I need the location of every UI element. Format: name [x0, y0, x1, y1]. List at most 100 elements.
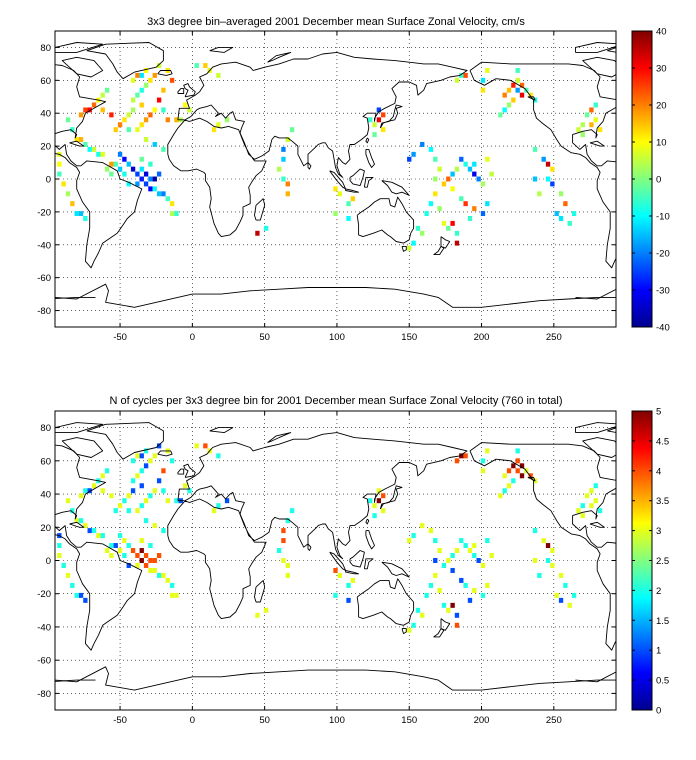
cycles-bin-cell [589, 488, 594, 494]
cycles-bin-cell [437, 587, 442, 593]
velocity-bin-cell [174, 211, 179, 216]
cycles-bin-cell [433, 538, 438, 544]
velocity-colorbar-label: 30 [656, 64, 667, 75]
velocity-coastline-afroeurasia [167, 51, 468, 238]
cycles-bin-cell [289, 508, 295, 514]
velocity-bin-cell [139, 166, 144, 172]
velocity-bin-cell [143, 117, 149, 123]
velocity-bin-cell [169, 77, 175, 83]
cycles-bin-cell [169, 458, 175, 464]
velocity-bin-cell [83, 107, 88, 113]
velocity-bin-cell [346, 216, 351, 221]
cycles-bin-cell [550, 562, 555, 568]
cycles-coastline-ireland [177, 468, 185, 475]
velocity-bin-cell [480, 77, 486, 83]
velocity-bin-cell [143, 82, 149, 88]
cycles-bin-cell [446, 558, 451, 563]
velocity-bin-cell [87, 107, 92, 113]
cycles-bin-cell [515, 458, 520, 464]
cycles-bin-cell [57, 543, 62, 549]
cycles-bin-cell [143, 553, 149, 559]
cycles-bin-cell [139, 503, 144, 509]
velocity-coastline-antarctica [55, 283, 616, 308]
cycles-bin-cell [472, 587, 477, 593]
velocity-bin-cell [263, 225, 269, 231]
velocity-ytick-label: -80 [37, 306, 51, 317]
velocity-bin-cell [381, 127, 386, 133]
cycles-coastline-afroeurasia [167, 432, 468, 620]
cycles-bin-cell [61, 562, 66, 568]
cycles-bin-cell [372, 513, 377, 519]
velocity-coastline-borneo [349, 168, 365, 187]
velocity-coastline-taiwan [365, 137, 370, 144]
cycles-coastline-srilanka [307, 543, 312, 551]
cycles-bin-cell [122, 538, 127, 544]
velocity-bin-cell [485, 201, 490, 207]
velocity-bin-cell [78, 137, 84, 142]
velocity-bin-cell [224, 117, 230, 123]
cycles-bin-cell [117, 533, 123, 539]
velocity-bin-cell [450, 171, 455, 177]
velocity-bin-cell [454, 77, 460, 83]
cycles-bin-cell [281, 528, 286, 534]
velocity-coastline-ellesmere [55, 42, 104, 53]
velocity-bin-cell [285, 191, 290, 197]
velocity-bin-cell [485, 68, 490, 73]
cycles-bin-cell [203, 443, 208, 449]
cycles-bin-cell [104, 468, 110, 474]
velocity-bin-cell [519, 82, 525, 88]
cycles-colorbar-label: 1.5 [656, 616, 669, 627]
cycles-axis-ticks: -50 0 50 100 150 200 250 -80 -60 -40 -20 0 20 40 60 80 [37, 411, 616, 726]
velocity-bin-cell [74, 137, 79, 142]
velocity-bin-cell [139, 122, 144, 128]
cycles-bin-cell [135, 553, 140, 559]
velocity-bin-cell [126, 127, 131, 133]
cycles-coastline-novaya [267, 432, 292, 444]
velocity-bin-cell [285, 137, 290, 142]
cycles-bin-cell [368, 498, 373, 504]
cycles-bin-cell [148, 567, 153, 573]
cycles-ytick-label: -80 [37, 689, 51, 700]
velocity-xtick-label: 50 [259, 332, 270, 343]
cycles-coastline-vancouver [527, 476, 536, 482]
velocity-bin-cell [545, 176, 551, 182]
cycles-coastline-ellesmere [55, 422, 104, 434]
velocity-coastline-cuba [69, 140, 85, 147]
velocity-bin-cell [122, 117, 127, 123]
cycles-bin-cell [550, 548, 555, 554]
velocity-bin-cell [463, 72, 468, 78]
velocity-bin-cell [135, 127, 140, 133]
cycles-bin-cell [74, 592, 79, 598]
velocity-bin-cell [480, 87, 486, 93]
cycles-bin-cell [169, 582, 175, 588]
velocity-bin-cell [281, 176, 286, 182]
velocity-coastline-vancouver [527, 96, 536, 101]
cycles-bin-cell [83, 597, 88, 603]
cycles-bin-cell [174, 498, 179, 504]
velocity-bin-cell [454, 240, 460, 246]
cycles-bin-cell [100, 488, 105, 494]
cycles-coastline-newzealand [440, 618, 451, 631]
cycles-bin-cell [152, 523, 157, 529]
velocity-bin-cell [333, 211, 338, 216]
cycles-bin-cell [480, 562, 486, 568]
cycles-bin-cell [152, 488, 157, 494]
velocity-colorbar-label: 10 [656, 138, 667, 149]
velocity-bin-cell [489, 171, 494, 177]
cycles-bin-cell [91, 483, 97, 489]
velocity-bin-cell [276, 166, 282, 172]
velocity-xtick-label: 0 [190, 332, 195, 343]
cycles-coastline-borneo [349, 550, 365, 568]
velocity-coastline-ireland [177, 88, 185, 94]
cycles-bin-cell [135, 562, 140, 568]
cycles-bin-cell [411, 533, 416, 539]
velocity-bin-cell [74, 211, 79, 216]
cycles-bin-cell [70, 582, 75, 588]
cycles-bin-cell [428, 528, 434, 534]
cycles-bin-cell [584, 493, 590, 499]
velocity-bin-cell [148, 161, 153, 167]
velocity-bin-cell [463, 201, 468, 207]
cycles-bin-cell [117, 503, 123, 509]
velocity-ytick-label: -20 [37, 207, 51, 218]
